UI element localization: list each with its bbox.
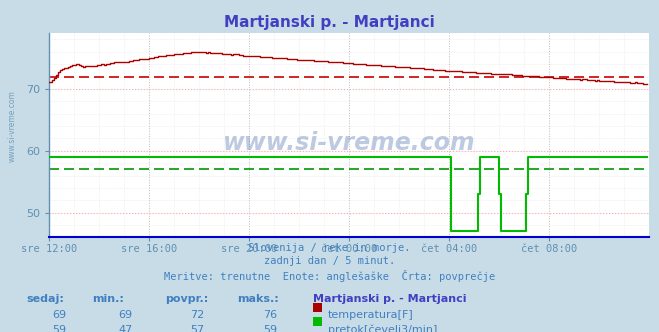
Text: Martjanski p. - Martjanci: Martjanski p. - Martjanci bbox=[224, 15, 435, 30]
Text: 57: 57 bbox=[190, 325, 205, 332]
Text: sedaj:: sedaj: bbox=[26, 294, 64, 304]
Text: povpr.:: povpr.: bbox=[165, 294, 208, 304]
Text: www.si-vreme.com: www.si-vreme.com bbox=[223, 131, 476, 155]
Text: Meritve: trenutne  Enote: anglešaške  Črta: povprečje: Meritve: trenutne Enote: anglešaške Črta… bbox=[164, 270, 495, 282]
Text: maks.:: maks.: bbox=[237, 294, 279, 304]
Text: 76: 76 bbox=[263, 310, 277, 320]
Text: min.:: min.: bbox=[92, 294, 124, 304]
Text: 47: 47 bbox=[118, 325, 132, 332]
Text: 72: 72 bbox=[190, 310, 205, 320]
Text: Martjanski p. - Martjanci: Martjanski p. - Martjanci bbox=[313, 294, 467, 304]
Text: temperatura[F]: temperatura[F] bbox=[328, 310, 413, 320]
Text: 59: 59 bbox=[52, 325, 67, 332]
Text: pretok[čevelj3/min]: pretok[čevelj3/min] bbox=[328, 325, 437, 332]
Text: 69: 69 bbox=[118, 310, 132, 320]
Text: 59: 59 bbox=[263, 325, 277, 332]
Text: 69: 69 bbox=[52, 310, 67, 320]
Text: zadnji dan / 5 minut.: zadnji dan / 5 minut. bbox=[264, 256, 395, 266]
Text: Slovenija / reke in morje.: Slovenija / reke in morje. bbox=[248, 243, 411, 253]
Text: www.si-vreme.com: www.si-vreme.com bbox=[8, 90, 17, 162]
